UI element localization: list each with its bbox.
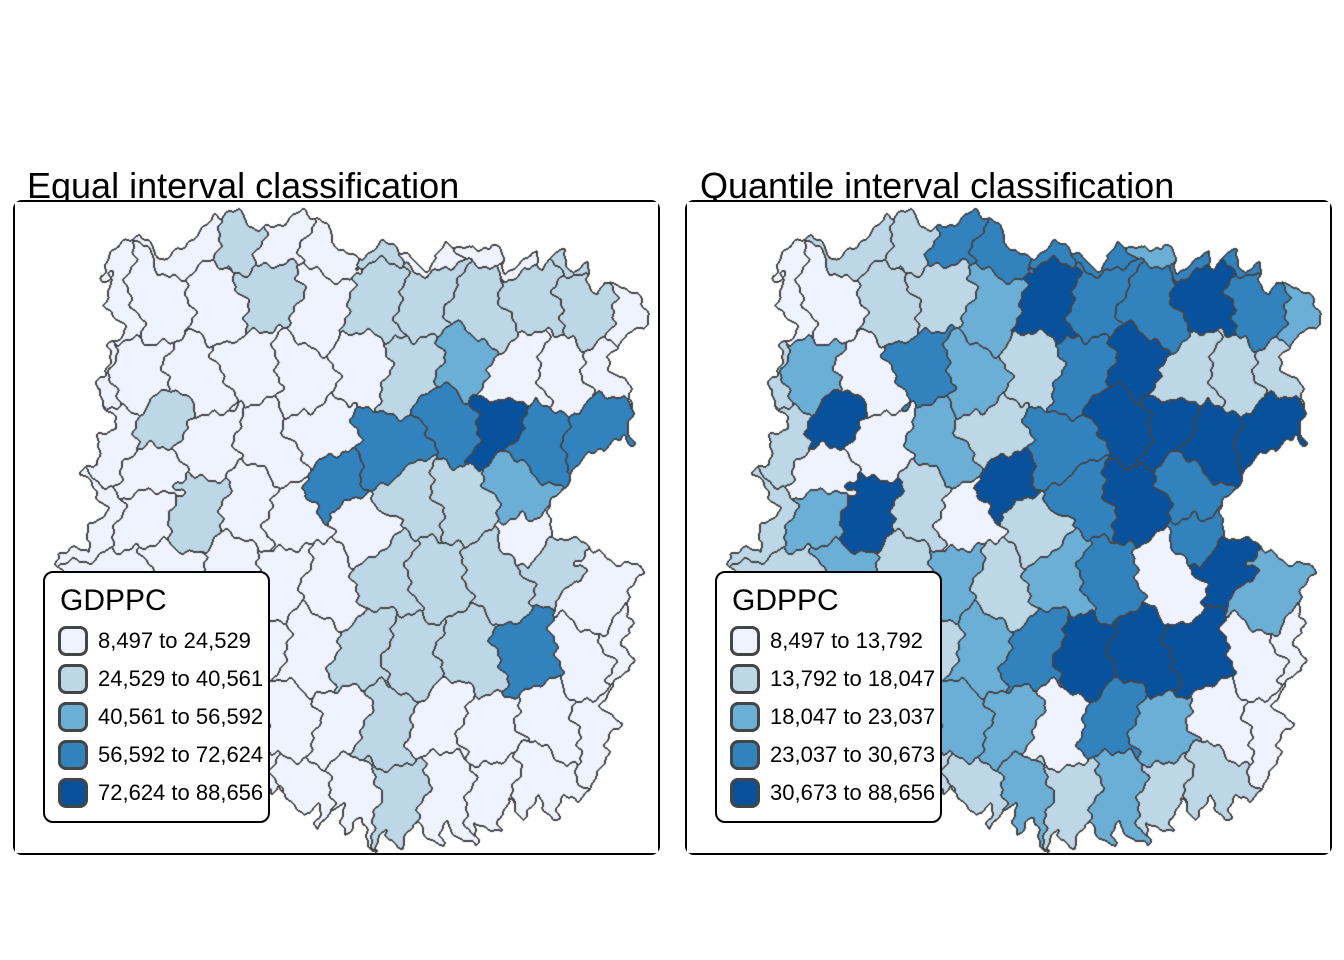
legend-box-equal: GDPPC 8,497 to 24,529 24,529 to 40,561 4… xyxy=(43,571,270,823)
legend-swatch-class-4 xyxy=(58,740,88,770)
legend-item: 23,037 to 30,673 xyxy=(730,740,935,770)
legend-item: 30,673 to 88,656 xyxy=(730,778,935,808)
legend-item: 13,792 to 18,047 xyxy=(730,664,935,694)
legend-item: 8,497 to 24,529 xyxy=(58,626,258,656)
legend-swatch-class-5 xyxy=(58,778,88,808)
legend-label: 13,792 to 18,047 xyxy=(770,666,936,691)
legend-item: 24,529 to 40,561 xyxy=(58,664,263,694)
legend-swatch-class-2 xyxy=(730,664,760,694)
legend-label: 8,497 to 24,529 xyxy=(98,628,251,653)
legend-label: 24,529 to 40,561 xyxy=(98,666,264,691)
legend-item: 18,047 to 23,037 xyxy=(730,702,935,732)
legend-label: 72,624 to 88,656 xyxy=(98,780,264,805)
legend-swatch-class-3 xyxy=(58,702,88,732)
legend-label: 23,037 to 30,673 xyxy=(770,742,936,767)
panel-title-quantile-interval: Quantile interval classification xyxy=(700,164,1175,206)
map-frame-quantile: GDPPC 8,497 to 13,792 13,792 to 18,047 1… xyxy=(685,200,1332,855)
legend-box-quantile: GDPPC 8,497 to 13,792 13,792 to 18,047 1… xyxy=(715,571,942,823)
panel-title-equal-interval: Equal interval classification xyxy=(27,164,460,206)
legend-swatch-class-5 xyxy=(730,778,760,808)
legend-item: 8,497 to 13,792 xyxy=(730,626,930,656)
legend-title: GDPPC xyxy=(60,584,167,617)
legend-swatch-class-1 xyxy=(58,626,88,656)
legend-item: 56,592 to 72,624 xyxy=(58,740,263,770)
legend-label: 40,561 to 56,592 xyxy=(98,704,264,729)
map-frame-equal: GDPPC 8,497 to 24,529 24,529 to 40,561 4… xyxy=(13,200,660,855)
legend-item: 72,624 to 88,656 xyxy=(58,778,263,808)
legend-label: 18,047 to 23,037 xyxy=(770,704,936,729)
legend-swatch-class-4 xyxy=(730,740,760,770)
legend-swatch-class-1 xyxy=(730,626,760,656)
legend-label: 30,673 to 88,656 xyxy=(770,780,936,805)
legend-label: 56,592 to 72,624 xyxy=(98,742,264,767)
legend-swatch-class-3 xyxy=(730,702,760,732)
legend-item: 40,561 to 56,592 xyxy=(58,702,263,732)
legend-title: GDPPC xyxy=(732,584,839,617)
legend-swatch-class-2 xyxy=(58,664,88,694)
legend-label: 8,497 to 13,792 xyxy=(770,628,923,653)
